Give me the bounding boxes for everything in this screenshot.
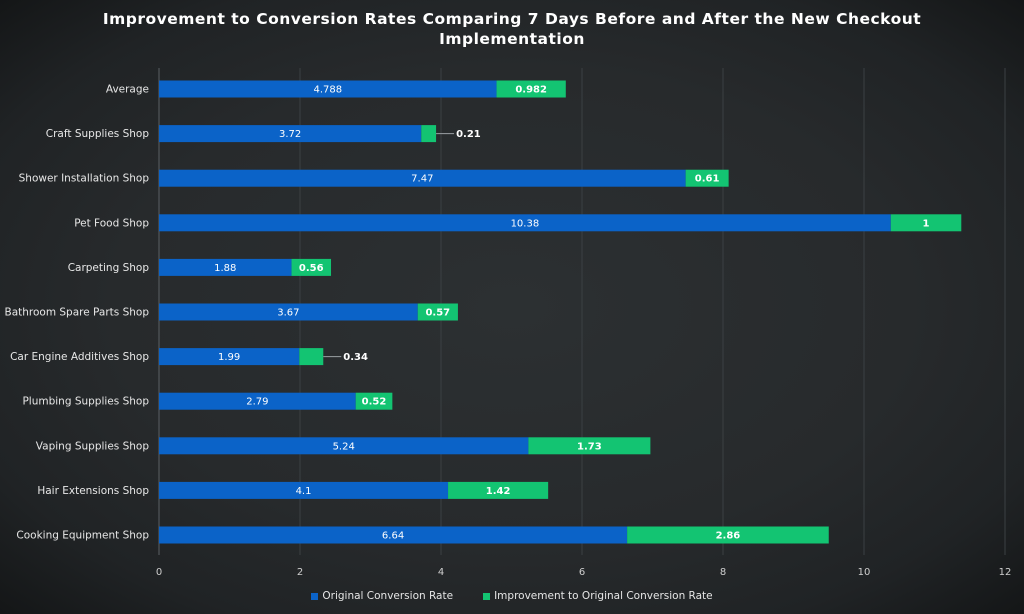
category-label: Craft Supplies Shop <box>46 128 150 140</box>
data-label-improvement: 0.34 <box>343 352 368 363</box>
legend-item-original: Original Conversion Rate <box>311 588 453 604</box>
bar-original <box>159 214 891 232</box>
legend-label-original: Original Conversion Rate <box>322 590 454 602</box>
bar-improvement <box>448 481 549 499</box>
legend-swatch-improvement <box>483 592 491 600</box>
category-label: Car Engine Additives Shop <box>10 351 149 363</box>
legend-swatch-original <box>311 592 319 600</box>
category-label: Plumbing Supplies Shop <box>22 396 149 408</box>
category-label: Bathroom Spare Parts Shop <box>4 307 149 319</box>
legend-label-improvement: Improvement to Original Conversion Rate <box>494 590 713 602</box>
data-label-original: 4.1 <box>296 486 312 497</box>
category-label: Average <box>106 84 149 96</box>
chart-title: Improvement to Conversion Rates Comparin… <box>102 10 922 48</box>
bar-original <box>159 481 449 499</box>
grid-lines <box>158 68 1006 555</box>
bar-original <box>159 437 529 455</box>
x-tick-label: 2 <box>297 567 303 578</box>
bar-improvement <box>417 303 458 321</box>
bar-original <box>159 258 292 276</box>
bar-original <box>159 169 686 187</box>
bar-improvement <box>627 526 829 544</box>
bar-original <box>159 125 422 143</box>
bar-original <box>159 80 497 98</box>
bar-original <box>159 348 300 366</box>
data-label-original: 1.88 <box>214 263 236 274</box>
legend: Original Conversion Rate Improvement to … <box>0 588 1024 604</box>
bar-improvement <box>291 258 332 276</box>
bars <box>159 80 962 544</box>
data-label-original: 6.64 <box>382 531 404 542</box>
data-label-improvement: 2.86 <box>716 531 741 542</box>
data-label-original: 10.38 <box>511 218 540 229</box>
x-tick-label: 12 <box>999 567 1012 578</box>
bar-improvement <box>528 437 651 455</box>
data-label-improvement: 0.982 <box>515 85 547 96</box>
data-label-original: 5.24 <box>333 441 355 452</box>
category-labels: Average Craft Supplies Shop Shower Install… <box>4 84 149 542</box>
bar-improvement <box>355 392 393 410</box>
category-label: Carpeting Shop <box>68 262 150 274</box>
data-label-improvement: 0.56 <box>299 263 324 274</box>
data-label-original: 2.79 <box>246 397 268 408</box>
x-tick-label: 8 <box>720 567 726 578</box>
x-tick-labels: 0 2 4 6 8 10 12 <box>156 567 1012 578</box>
bar-improvement <box>299 348 324 366</box>
data-label-improvement: 1 <box>923 218 930 229</box>
category-label: Pet Food Shop <box>74 217 149 229</box>
x-tick-label: 0 <box>156 567 162 578</box>
bar-original <box>159 526 628 544</box>
data-label-improvement: 0.21 <box>456 129 481 140</box>
data-label-original: 1.99 <box>218 352 240 363</box>
bar-improvement <box>890 214 962 232</box>
bar-improvement <box>685 169 729 187</box>
x-tick-label: 6 <box>579 567 585 578</box>
category-label: Vaping Supplies Shop <box>36 440 150 452</box>
data-label-improvement: 0.57 <box>425 308 450 319</box>
x-tick-label: 4 <box>438 567 444 578</box>
category-label: Hair Extensions Shop <box>37 485 149 497</box>
data-label-original: 7.47 <box>411 174 433 185</box>
bar-improvement <box>421 125 437 143</box>
data-label-original: 3.72 <box>279 129 301 140</box>
category-label: Shower Installation Shop <box>19 173 150 185</box>
data-labels: 4.788 0.982 3.72 0.21 7.47 0.61 10.38 1 1.88 0.56… <box>214 85 929 542</box>
data-label-improvement: 0.61 <box>695 174 720 185</box>
data-label-improvement: 1.73 <box>577 441 602 452</box>
data-label-improvement: 0.52 <box>362 397 387 408</box>
bar-original <box>159 303 418 321</box>
bar-improvement <box>496 80 566 98</box>
data-label-original: 3.67 <box>277 308 299 319</box>
bar-original <box>159 392 356 410</box>
x-tick-label: 10 <box>858 567 871 578</box>
legend-item-improvement: Improvement to Original Conversion Rate <box>483 588 713 604</box>
category-label: Cooking Equipment Shop <box>16 530 149 542</box>
data-label-improvement: 1.42 <box>486 486 511 497</box>
data-label-original: 4.788 <box>313 85 342 96</box>
